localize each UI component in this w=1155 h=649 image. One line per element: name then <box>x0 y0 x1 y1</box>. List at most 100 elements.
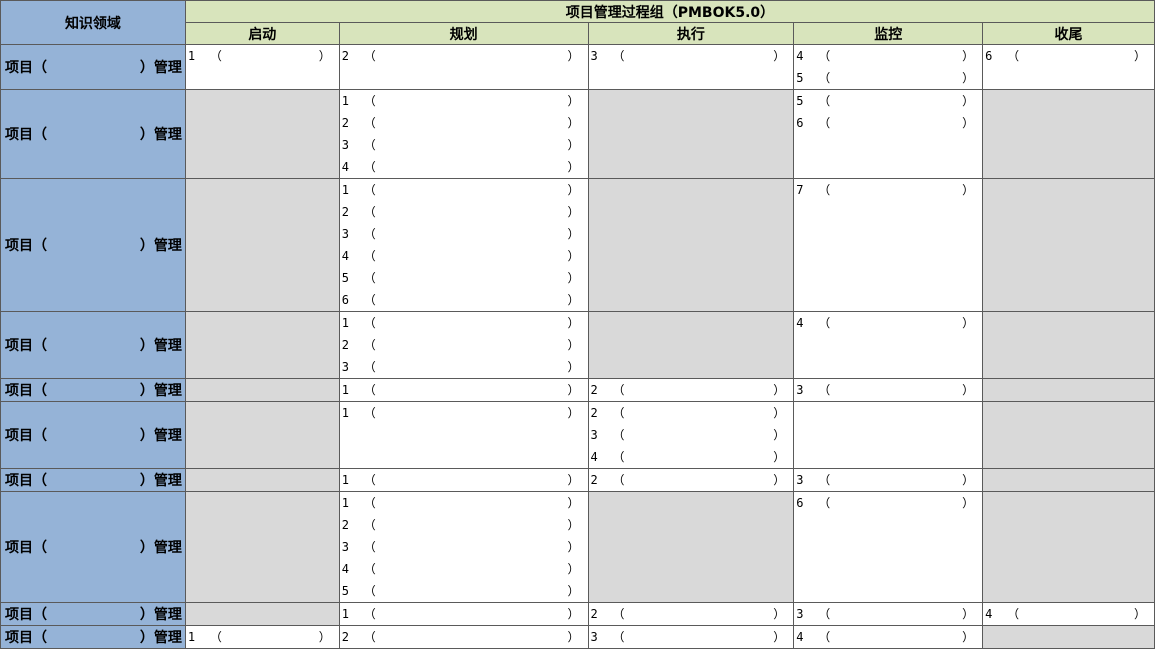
process-blank[interactable]: 2 （ ） <box>340 514 587 536</box>
process-blank[interactable]: 3 （ ） <box>795 380 982 401</box>
process-blank[interactable]: 3 （ ） <box>340 536 587 558</box>
process-blank[interactable]: 3 （ ） <box>795 604 982 625</box>
process-cell-monitoring[interactable]: 4 （ ） 5 （ ） <box>793 44 984 90</box>
process-number: 1 <box>341 496 349 510</box>
process-blank[interactable]: 4 （ ） <box>340 156 587 178</box>
process-cell-monitoring[interactable]: 3 （ ） <box>793 468 984 492</box>
process-blank[interactable]: 5 （ ） <box>340 580 587 602</box>
process-blank[interactable]: 5 （ ） <box>795 67 982 89</box>
process-blank[interactable]: 1 （ ） <box>340 403 587 425</box>
process-number: 1 <box>341 94 349 108</box>
knowledge-area-cell[interactable]: 项目（ ）管理 <box>0 468 186 492</box>
knowledge-area-cell[interactable]: 项目（ ）管理 <box>0 602 186 626</box>
process-cell-monitoring[interactable]: 7 （ ） <box>793 178 984 312</box>
process-blank[interactable]: 5 （ ） <box>340 267 587 289</box>
knowledge-area-cell[interactable]: 项目（ ）管理 <box>0 401 186 469</box>
process-blank[interactable]: 3 （ ） <box>340 134 587 156</box>
process-blank[interactable]: 2 （ ） <box>340 46 587 68</box>
process-cell-executing[interactable]: 3 （ ） <box>587 44 795 90</box>
process-cell-executing[interactable]: 2 （ ） <box>587 468 795 492</box>
process-blank[interactable]: 1 （ ） <box>340 313 587 335</box>
process-blank[interactable]: 1 （ ） <box>340 470 587 491</box>
open-paren: （ <box>612 383 625 397</box>
process-blank[interactable]: 3 （ ） <box>795 470 982 491</box>
knowledge-area-cell[interactable]: 项目（ ）管理 <box>0 311 186 379</box>
process-blank[interactable]: 2 （ ） <box>589 604 793 625</box>
knowledge-area-cell[interactable]: 项目（ ）管理 <box>0 378 186 402</box>
process-cell-planning[interactable]: 1 （ ） <box>338 401 589 469</box>
process-cell-closing[interactable]: 4 （ ） <box>982 602 1155 626</box>
process-cell-closing[interactable]: 6 （ ） <box>982 44 1155 90</box>
process-cell-monitoring[interactable]: 3 （ ） <box>793 602 984 626</box>
knowledge-area-cell[interactable]: 项目（ ）管理 <box>0 44 186 90</box>
process-cell-monitoring[interactable]: 3 （ ） <box>793 378 984 402</box>
process-blank[interactable]: 2 （ ） <box>589 403 793 425</box>
knowledge-area-cell[interactable]: 项目（ ）管理 <box>0 625 186 649</box>
process-number: 4 <box>985 607 993 621</box>
process-cell-planning[interactable]: 1 （ ） 2 （ ） 3 （ ） 4 （ ） 5 （ ） <box>338 491 589 603</box>
process-blank[interactable]: 3 （ ） <box>340 223 587 245</box>
process-blank[interactable]: 1 （ ） <box>340 180 587 202</box>
process-cell-planning[interactable]: 1 （ ） 2 （ ） 3 （ ） 4 （ ） <box>338 89 589 179</box>
process-blank[interactable]: 6 （ ） <box>795 493 982 515</box>
process-blank[interactable]: 2 （ ） <box>340 627 587 648</box>
process-cell-monitoring[interactable]: 5 （ ） 6 （ ） <box>793 89 984 179</box>
process-blank[interactable]: 4 （ ） <box>795 46 982 68</box>
process-cell-executing[interactable]: 2 （ ） <box>587 378 795 402</box>
process-cell-monitoring[interactable]: 6 （ ） <box>793 491 984 603</box>
process-cell-initiating[interactable]: 1 （ ） <box>184 625 340 649</box>
process-blank[interactable]: 4 （ ） <box>984 604 1154 625</box>
process-blank[interactable]: 4 （ ） <box>340 245 587 267</box>
knowledge-area-cell[interactable]: 项目（ ）管理 <box>0 89 186 179</box>
close-paren: ） <box>962 630 975 644</box>
process-cell-planning[interactable]: 1 （ ） <box>338 468 589 492</box>
process-blank[interactable]: 4 （ ） <box>795 313 982 335</box>
process-blank[interactable]: 2 （ ） <box>589 380 793 401</box>
close-paren: ） <box>962 116 975 130</box>
process-cell-planning[interactable]: 1 （ ） 2 （ ） 3 （ ） 4 （ ） 5 （ ） 6 （ ） <box>338 178 589 312</box>
process-blank[interactable]: 1 （ ） <box>340 380 587 401</box>
process-blank[interactable]: 6 （ ） <box>984 46 1154 68</box>
process-blank[interactable]: 3 （ ） <box>589 46 793 68</box>
process-blank[interactable]: 3 （ ） <box>589 627 793 648</box>
label-prefix: 项目（ <box>5 60 47 76</box>
process-blank[interactable]: 6 （ ） <box>795 112 982 134</box>
process-blank[interactable]: 3 （ ） <box>589 424 793 446</box>
process-blank[interactable]: 5 （ ） <box>795 91 982 113</box>
process-cell-monitoring[interactable]: 4 （ ） <box>793 311 984 379</box>
knowledge-area-cell[interactable]: 项目（ ）管理 <box>0 491 186 603</box>
process-cell-planning[interactable]: 1 （ ） 2 （ ） 3 （ ） <box>338 311 589 379</box>
process-blank[interactable]: 1 （ ） <box>340 493 587 515</box>
process-blank[interactable]: 4 （ ） <box>795 627 982 648</box>
process-blank[interactable]: 1 （ ） <box>186 46 338 68</box>
process-blank[interactable]: 2 （ ） <box>340 201 587 223</box>
process-blank[interactable]: 6 （ ） <box>340 289 587 311</box>
knowledge-area-cell[interactable]: 项目（ ）管理 <box>0 178 186 312</box>
process-blank[interactable]: 2 （ ） <box>340 334 587 356</box>
process-blank[interactable]: 1 （ ） <box>340 604 587 625</box>
process-cell-planning[interactable]: 1 （ ） <box>338 378 589 402</box>
process-blank[interactable]: 2 （ ） <box>589 470 793 491</box>
process-blank[interactable]: 2 （ ） <box>340 112 587 134</box>
knowledge-area-row: 项目（ ）管理 1 （ ） 2 （ ） 3 （ ） 4 （ ） <box>0 602 1155 626</box>
process-cell-planning[interactable]: 1 （ ） <box>338 602 589 626</box>
process-cell-planning[interactable]: 2 （ ） <box>338 625 589 649</box>
process-blank[interactable]: 4 （ ） <box>589 446 793 468</box>
process-cell-monitoring[interactable]: 4 （ ） <box>793 625 984 649</box>
process-blank[interactable]: 1 （ ） <box>340 91 587 113</box>
process-cell-executing[interactable]: 2 （ ） <box>587 602 795 626</box>
process-cell-executing[interactable]: 3 （ ） <box>587 625 795 649</box>
process-cell-initiating <box>184 378 340 402</box>
process-cell-monitoring[interactable] <box>793 401 984 469</box>
process-number: 5 <box>796 94 804 108</box>
process-blank[interactable]: 7 （ ） <box>795 180 982 202</box>
process-cell-initiating[interactable]: 1 （ ） <box>184 44 340 90</box>
process-blank[interactable]: 4 （ ） <box>340 558 587 580</box>
process-blank[interactable]: 3 （ ） <box>340 356 587 378</box>
process-cell-planning[interactable]: 2 （ ） <box>338 44 589 90</box>
process-blank[interactable]: 1 （ ） <box>186 627 338 648</box>
label-prefix: 项目（ <box>5 473 47 489</box>
open-paren: （ <box>612 49 625 63</box>
process-cell-executing[interactable]: 2 （ ） 3 （ ） 4 （ ） <box>587 401 795 469</box>
